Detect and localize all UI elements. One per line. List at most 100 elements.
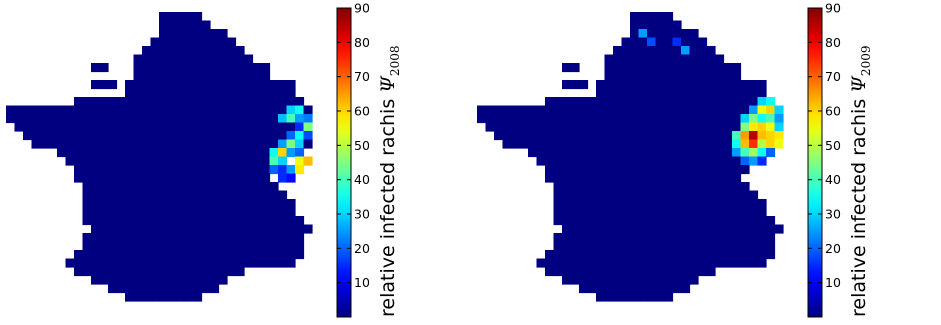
heatmap-cell <box>706 88 716 98</box>
heatmap-cell <box>108 165 118 175</box>
heatmap-cell <box>630 190 640 200</box>
heatmap-cell <box>630 105 640 115</box>
heatmap-cell <box>235 88 245 98</box>
heatmap-cell <box>655 63 665 73</box>
heatmap-cell <box>613 292 623 302</box>
heatmap-cell <box>579 139 589 149</box>
heatmap-cell <box>647 20 657 30</box>
heatmap-cell <box>723 131 733 141</box>
heatmap-cell <box>244 165 254 175</box>
heatmap-cell <box>210 88 220 98</box>
heatmap-cell <box>579 190 589 200</box>
heatmap-cell <box>638 131 648 141</box>
heatmap-cell <box>740 88 750 98</box>
heatmap-cell <box>193 275 203 285</box>
heatmap-cell <box>99 80 109 90</box>
heatmap-cell <box>201 114 211 124</box>
heatmap-cell <box>698 114 708 124</box>
heatmap-cell <box>715 139 725 149</box>
heatmap-cell <box>579 284 589 294</box>
heatmap-cell <box>74 139 84 149</box>
heatmap-cell <box>664 105 674 115</box>
heatmap-cell <box>613 275 623 285</box>
heatmap-cell <box>14 114 24 124</box>
heatmap-cell <box>167 12 177 22</box>
heatmap-cell <box>82 233 92 243</box>
heatmap-cell <box>681 139 691 149</box>
heatmap-cell <box>715 250 725 260</box>
heatmap-cell <box>108 233 118 243</box>
heatmap-cell <box>252 131 262 141</box>
heatmap-cell <box>210 182 220 192</box>
heatmap-cell <box>235 267 245 277</box>
heatmap-cell <box>210 250 220 260</box>
colorbar-label: relative infected rachis Ψ2009 <box>848 46 873 317</box>
heatmap-cell <box>218 199 228 209</box>
heatmap-cell <box>176 46 186 56</box>
heatmap-cell <box>184 29 194 39</box>
heatmap-cell <box>116 207 126 217</box>
heatmap-cell <box>732 165 742 175</box>
heatmap-cell <box>749 216 759 226</box>
heatmap-cell <box>159 139 169 149</box>
heatmap-cell <box>150 250 160 260</box>
heatmap-cell <box>519 139 529 149</box>
heatmap-cell <box>749 224 759 234</box>
heatmap-cell <box>125 241 135 251</box>
heatmap-cell <box>681 54 691 64</box>
heatmap-cell <box>706 216 716 226</box>
heatmap-cell <box>210 241 220 251</box>
heatmap-cell <box>689 165 699 175</box>
heatmap-cell <box>14 122 24 132</box>
heatmap-cell <box>269 88 279 98</box>
heatmap-cell <box>244 54 254 64</box>
heatmap-cell <box>698 156 708 166</box>
heatmap-cell <box>252 165 262 175</box>
heatmap-cell <box>757 258 767 268</box>
heatmap-cell <box>587 122 597 132</box>
heatmap-cell <box>579 241 589 251</box>
heatmap-cell <box>218 46 228 56</box>
heatmap-cell <box>698 216 708 226</box>
heatmap-cell <box>108 258 118 268</box>
heatmap-cell <box>706 148 716 158</box>
heatmap-cell <box>570 165 580 175</box>
heatmap-cell <box>613 46 623 56</box>
heatmap-cell <box>252 80 262 90</box>
heatmap-cell <box>562 233 572 243</box>
heatmap-cell <box>201 54 211 64</box>
heatmap-cell <box>494 131 504 141</box>
heatmap-cell <box>167 224 177 234</box>
heatmap-cell <box>193 258 203 268</box>
heatmap-cell <box>150 114 160 124</box>
heatmap-cell <box>91 173 101 183</box>
heatmap-cell <box>630 207 640 217</box>
heatmap-cell <box>150 182 160 192</box>
heatmap-cell <box>150 97 160 107</box>
heatmap-cell <box>201 29 211 39</box>
heatmap-cell <box>528 148 538 158</box>
heatmap-cell <box>142 233 152 243</box>
heatmap-cell <box>150 63 160 73</box>
heatmap-cell <box>184 71 194 81</box>
heatmap-cell <box>193 122 203 132</box>
heatmap-cell <box>562 224 572 234</box>
heatmap-cell <box>159 97 169 107</box>
heatmap-cell <box>715 71 725 81</box>
heatmap-cell <box>252 258 262 268</box>
heatmap-cell <box>766 233 776 243</box>
heatmap-cell <box>261 156 271 166</box>
heatmap-cell <box>647 139 657 149</box>
heatmap-cell <box>193 131 203 141</box>
heatmap-cell <box>133 131 143 141</box>
heatmap-cell <box>142 284 152 294</box>
heatmap-cell <box>698 173 708 183</box>
heatmap-cell <box>664 165 674 175</box>
heatmap-cell <box>689 97 699 107</box>
heatmap-cell <box>613 258 623 268</box>
heatmap-cell <box>528 131 538 141</box>
heatmap-cell <box>116 216 126 226</box>
heatmap-cell <box>201 250 211 260</box>
heatmap-cell-hotspot <box>286 148 296 158</box>
heatmap-cell <box>159 122 169 132</box>
